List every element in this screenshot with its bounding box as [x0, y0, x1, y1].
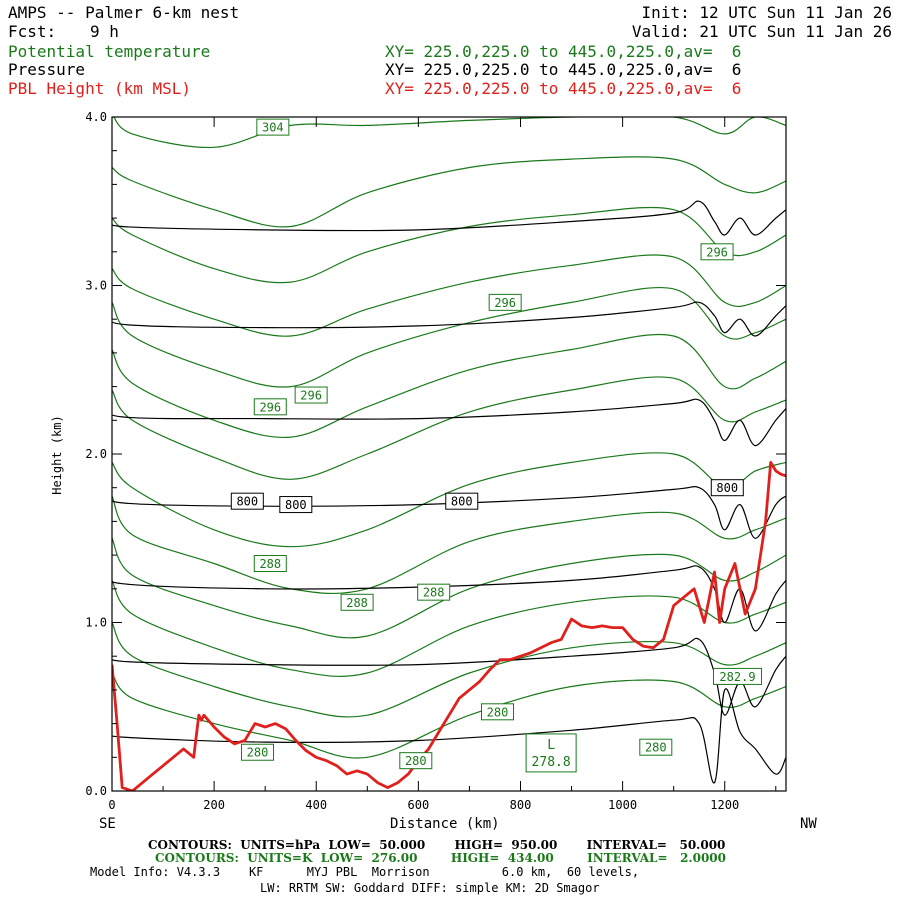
- y-tick-label-2: 2.0: [85, 447, 107, 461]
- theta-contour-304: [113, 117, 786, 149]
- low-marker-box: [525, 733, 577, 773]
- x-tick-label-4: 800: [510, 798, 532, 812]
- field-name-theta: Potential temperature: [8, 42, 211, 61]
- low-marker-value: 278.8: [532, 755, 571, 770]
- theta-label-1-box: [700, 243, 734, 261]
- theta-contour-282: [112, 622, 786, 718]
- theta-label-1: 296: [706, 245, 728, 259]
- forecast-value: 9 h: [90, 22, 119, 41]
- forecast-label: Fcst:: [8, 22, 57, 41]
- pressure-label-3: 800: [716, 481, 738, 495]
- y-axis-label: Height (km): [50, 415, 64, 495]
- theta-label-4-box: [253, 398, 287, 416]
- footer-model-info: Model Info: V4.3.3 KF MYJ PBL Morrison 6…: [90, 865, 640, 879]
- plot-frame: [111, 116, 787, 792]
- footer-theta-contours: CONTOURS: UNITS=K LOW= 276.00 HIGH= 434.…: [155, 851, 726, 865]
- pressure-contour-900: [112, 637, 786, 716]
- theta-contour-300: [112, 206, 786, 284]
- pressure-contour-650: [112, 200, 786, 236]
- pbl-height-line: [112, 460, 786, 791]
- theta-label-10: 280: [405, 754, 427, 768]
- theta-contour-294: [112, 333, 786, 439]
- field-xy-pbl: XY= 225.0,225.0 to 445.0,225.0,av= 6: [385, 79, 742, 98]
- theta-label-12-box: [712, 667, 762, 685]
- x-tick-label-0: 0: [108, 798, 115, 812]
- theta-label-7-box: [417, 583, 451, 601]
- theta-label-5-box: [253, 555, 287, 573]
- theta-label-3: 296: [300, 389, 322, 403]
- pressure-label-0-box: [230, 492, 264, 510]
- theta-label-9-box: [241, 743, 275, 761]
- x-tick-label-2: 400: [305, 798, 327, 812]
- theta-contour-292: [112, 376, 786, 480]
- theta-contour-296: [112, 286, 786, 388]
- x-tick-label-3: 600: [408, 798, 430, 812]
- pressure-label-3-box: [710, 479, 744, 497]
- theta-label-10-box: [399, 752, 433, 770]
- theta-label-8: 280: [487, 705, 509, 719]
- field-xy-theta: XY= 225.0,225.0 to 445.0,225.0,av= 6: [385, 42, 742, 61]
- footer-physics-info: LW: RRTM SW: Goddard DIFF: simple KM: 2D…: [260, 881, 600, 895]
- y-tick-label-3: 3.0: [85, 279, 107, 293]
- pressure-contour-950: [112, 688, 786, 784]
- theta-contour-302: [112, 156, 786, 228]
- x-tick-label-1: 200: [203, 798, 225, 812]
- theta-label-7: 288: [423, 586, 445, 600]
- valid-time: Valid: 21 UTC Sun 11 Jan 26: [631, 22, 892, 41]
- pressure-contour-850: [112, 565, 786, 632]
- theta-label-4: 296: [259, 400, 281, 414]
- theta-label-3-box: [294, 386, 328, 404]
- init-time: Init: 12 UTC Sun 11 Jan 26: [641, 3, 892, 22]
- theta-contour-286: [112, 538, 786, 639]
- y-tick-label-1: 1.0: [85, 616, 107, 630]
- theta-label-8-box: [481, 703, 515, 721]
- theta-label-0-box: [256, 118, 290, 136]
- plot-title: AMPS -- Palmer 6-km nest: [8, 3, 240, 22]
- theta-label-6: 288: [346, 596, 368, 610]
- theta-label-2: 296: [494, 296, 516, 310]
- theta-label-6-box: [340, 593, 374, 611]
- pressure-contour-700: [112, 301, 786, 337]
- pressure-label-1: 800: [285, 498, 307, 512]
- pressure-label-2: 800: [451, 495, 473, 509]
- theta-label-11-box: [639, 738, 673, 756]
- pressure-label-1-box: [279, 496, 313, 514]
- field-xy-pressure: XY= 225.0,225.0 to 445.0,225.0,av= 6: [385, 60, 742, 79]
- x-tick-label-5: 1000: [608, 798, 637, 812]
- y-tick-label-4: 4.0: [85, 110, 107, 124]
- x-tick-label-6: 1200: [710, 798, 739, 812]
- theta-label-0: 304: [262, 121, 284, 135]
- theta-label-5: 288: [259, 557, 281, 571]
- theta-contour-298: [112, 254, 786, 337]
- x-axis-right-end: NW: [800, 816, 817, 832]
- pressure-label-2-box: [445, 492, 479, 510]
- y-tick-label-0: 0.0: [85, 784, 107, 798]
- field-name-pressure: Pressure: [8, 60, 86, 79]
- theta-label-11: 280: [645, 741, 667, 755]
- theta-label-9: 280: [247, 746, 269, 760]
- theta-label-12: 282.9: [719, 670, 755, 684]
- pressure-contour-750: [112, 398, 786, 447]
- footer-pressure-contours: CONTOURS: UNITS=hPa LOW= 50.000 HIGH= 95…: [148, 838, 726, 852]
- field-name-pbl: PBL Height (km MSL): [8, 79, 192, 98]
- theta-contour-288: [112, 495, 786, 595]
- low-marker-symbol: L: [547, 738, 555, 753]
- pressure-label-0: 800: [236, 495, 258, 509]
- theta-label-2-box: [488, 293, 522, 311]
- x-axis-left-end: SE: [99, 816, 116, 832]
- x-axis-label: Distance (km): [390, 816, 500, 832]
